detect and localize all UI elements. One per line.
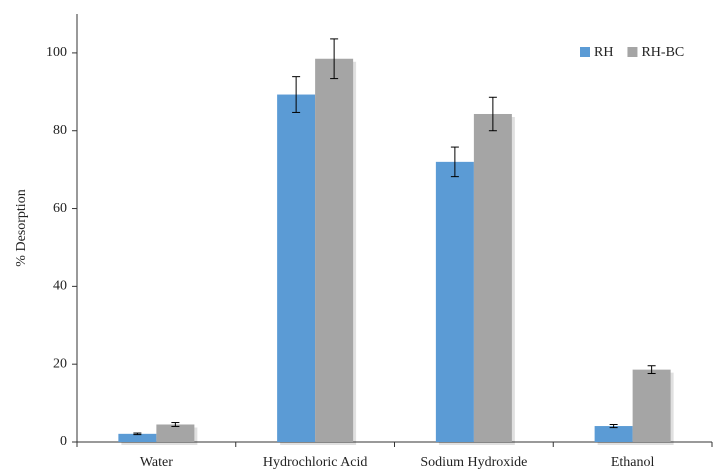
legend-label: RH xyxy=(594,45,613,60)
x-tick-label: Sodium Hydroxide xyxy=(420,455,527,470)
y-tick-label: 0 xyxy=(60,434,67,449)
legend-swatch xyxy=(580,47,590,57)
bar xyxy=(473,113,512,442)
x-tick-label: Water xyxy=(140,455,173,470)
y-tick-label: 20 xyxy=(53,356,67,371)
x-tick-label: Ethanol xyxy=(611,455,655,470)
bar xyxy=(435,161,474,442)
bar xyxy=(594,426,633,442)
y-axis-label: % Desorption xyxy=(14,189,29,266)
y-tick-label: 100 xyxy=(46,45,67,60)
x-tick-label: Hydrochloric Acid xyxy=(263,455,368,470)
bar xyxy=(277,94,316,443)
legend-label: RH-BC xyxy=(641,45,684,60)
legend-swatch xyxy=(627,47,638,57)
bar xyxy=(118,433,157,442)
y-tick-label: 80 xyxy=(53,123,67,138)
bar xyxy=(315,58,354,442)
y-tick-label: 40 xyxy=(53,279,67,294)
y-tick-label: 60 xyxy=(53,201,67,216)
bar xyxy=(632,369,671,442)
bar xyxy=(156,424,195,442)
